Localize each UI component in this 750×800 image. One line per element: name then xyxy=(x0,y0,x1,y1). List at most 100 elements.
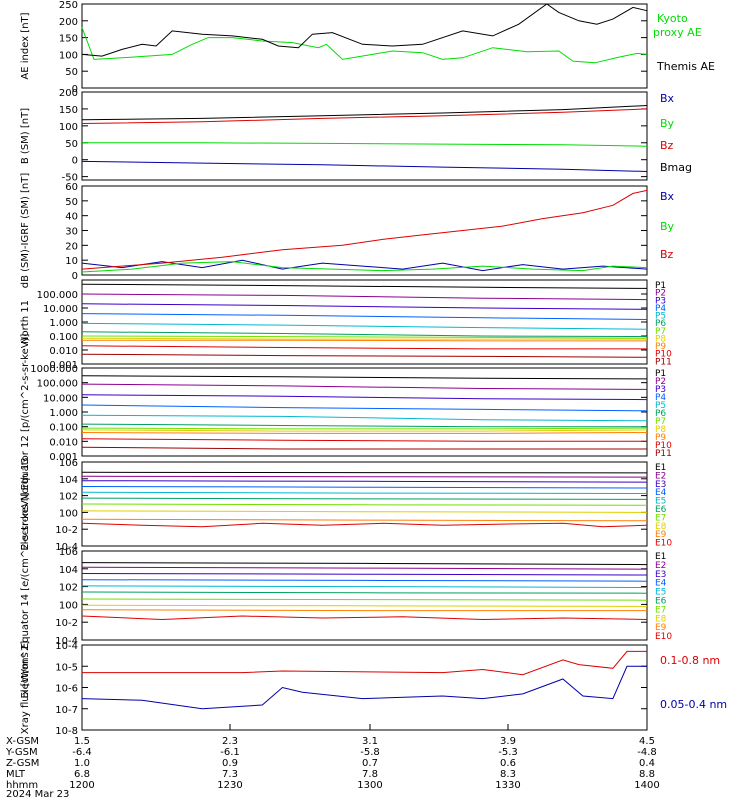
series-p11 xyxy=(81,446,647,450)
legend-p8: P8 xyxy=(655,425,666,435)
footer-value: 0.9 xyxy=(222,758,238,769)
y-tick-label: 200 xyxy=(59,17,78,28)
y-tick-label: 1.000 xyxy=(49,318,78,329)
legend-p4: P4 xyxy=(655,393,666,403)
legend-bx: Bx xyxy=(660,92,675,105)
y-tick-label: 0.010 xyxy=(49,346,78,357)
legend-p10: P10 xyxy=(655,441,672,451)
series-e10 xyxy=(81,522,648,528)
series-e8 xyxy=(81,604,648,607)
y-tick-label: 30 xyxy=(65,227,78,238)
legend-e8: E8 xyxy=(655,614,667,624)
legend-p11: P11 xyxy=(655,449,672,459)
footer-value: 8.3 xyxy=(500,769,516,780)
y-tick-label: 100.000 xyxy=(37,290,78,301)
y-tick-label: 150 xyxy=(59,34,78,45)
legend-e4: E4 xyxy=(655,579,667,589)
footer-value: -5.3 xyxy=(498,747,518,758)
series-e4 xyxy=(81,579,648,582)
footer-row-label: Z-GSM xyxy=(6,758,39,769)
legend-e9: E9 xyxy=(655,530,667,540)
legend-p6: P6 xyxy=(655,319,666,329)
series-by xyxy=(81,261,648,273)
footer-value: 8.8 xyxy=(639,769,655,780)
legend-e5: E5 xyxy=(655,497,666,507)
y-tick-label: 0.001 xyxy=(49,452,78,463)
series-p8 xyxy=(81,429,648,432)
y-tick-label: 10-6 xyxy=(55,684,78,695)
y-tick-label: 104 xyxy=(59,475,78,486)
footer-value: 6.8 xyxy=(74,769,90,780)
series-p9 xyxy=(81,432,648,434)
footer-row-label: MLT xyxy=(6,769,26,780)
y-tick-label: 100 xyxy=(59,50,78,61)
series-bz xyxy=(81,108,648,124)
y-tick-label: 100.000 xyxy=(37,379,78,390)
footer-value: 4.5 xyxy=(639,736,655,747)
y-tick-label: 0 xyxy=(72,84,78,95)
legend-p7: P7 xyxy=(655,327,666,337)
legend-p3: P3 xyxy=(655,385,666,395)
legend-e1: E1 xyxy=(655,463,666,473)
y-tick-label: 10-4 xyxy=(55,641,78,652)
series-e5 xyxy=(81,491,648,494)
series-e5 xyxy=(81,585,648,588)
y-tick-label: 40 xyxy=(65,212,78,223)
series-kyoto-proxy-ae xyxy=(81,27,648,64)
legend-p6: P6 xyxy=(655,409,666,419)
legend-by: By xyxy=(660,220,675,233)
y-tick-label: 0.100 xyxy=(49,423,78,434)
panel-2: -50 0 50 100 150 200 B (SM) [nT] Bx By Bz Bmag xyxy=(20,88,692,184)
y-tick-label: 1.000 xyxy=(49,408,78,419)
series-e6 xyxy=(81,591,648,594)
series-p11 xyxy=(81,353,648,358)
legend-e6: E6 xyxy=(655,505,667,515)
footer-value: 0.6 xyxy=(500,758,516,769)
y-axis-label: Electrons Equator 14 [e/(cm^2-s-sr-keV)] xyxy=(20,492,31,698)
legend-p11: P11 xyxy=(655,357,672,367)
y-tick-label: 100 xyxy=(59,508,78,519)
legend-p7: P7 xyxy=(655,417,666,427)
y-tick-label: 10-7 xyxy=(55,705,78,716)
legend-kyoto: Kyoto xyxy=(657,12,688,25)
legend-themis: Themis AE xyxy=(656,60,715,73)
series-bz xyxy=(81,189,648,270)
legend-by: By xyxy=(660,117,675,130)
series-p5 xyxy=(81,322,648,330)
legend-e10: E10 xyxy=(655,539,672,549)
y-axis-label: dB (SM)-IGRF (SM) [nT] xyxy=(20,173,31,289)
y-tick-label: 10-2 xyxy=(55,525,78,536)
y-tick-label: 102 xyxy=(59,583,78,594)
legend-e3: E3 xyxy=(655,480,666,490)
y-tick-label: 0.001 xyxy=(49,360,78,371)
series-e3 xyxy=(81,573,648,576)
legend-e5: E5 xyxy=(655,588,666,598)
series-p2 xyxy=(81,293,648,301)
series-themis-ae xyxy=(81,3,648,57)
legend-p8: P8 xyxy=(655,334,666,344)
panel-6: 10-4 10-2 100 102 104 106 Electrons North 13 E1… xyxy=(20,457,672,553)
legend-p10: P10 xyxy=(655,350,672,360)
y-tick-label: 50 xyxy=(65,67,78,78)
panel-frame xyxy=(81,644,648,731)
y-tick-label: 0.010 xyxy=(49,437,78,448)
series-e9 xyxy=(81,518,648,522)
series-p8 xyxy=(81,337,647,340)
series-e1 xyxy=(81,471,648,474)
series-e7 xyxy=(81,503,648,506)
footer-date: 2024 Mar 23 xyxy=(6,789,69,800)
legend-p5: P5 xyxy=(655,401,666,411)
y-tick-label: 50 xyxy=(65,139,78,150)
footer-value: 1400 xyxy=(634,780,659,791)
footer-value: 0.7 xyxy=(362,758,378,769)
series-p6 xyxy=(81,423,647,428)
legend-p3: P3 xyxy=(655,296,666,306)
series-by xyxy=(82,142,648,147)
footer-value: 0.4 xyxy=(639,758,655,769)
y-tick-label: 50 xyxy=(65,197,78,208)
series-0-05-0-4-nm xyxy=(81,665,647,710)
series-e10 xyxy=(81,615,648,621)
legend-0-1-0-8-nm: 0.1-0.8 nm xyxy=(660,654,720,667)
